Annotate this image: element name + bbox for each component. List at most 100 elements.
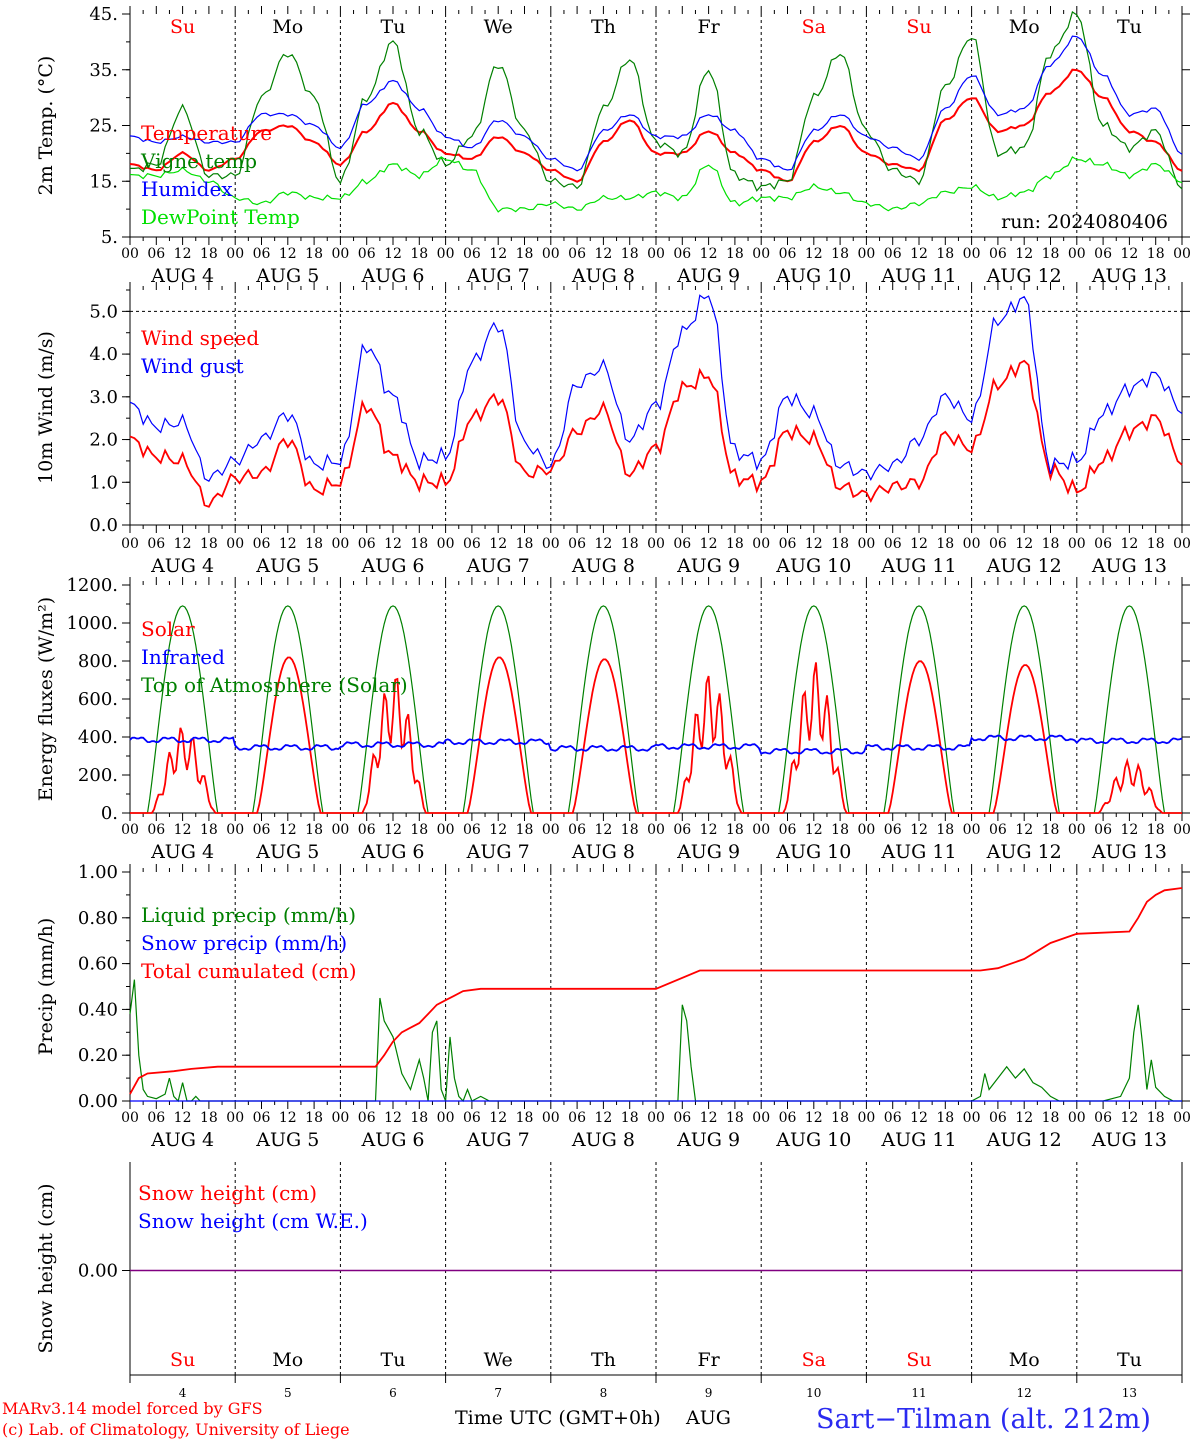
day-name-label: Su	[170, 16, 195, 38]
legend-label: Temperature	[141, 121, 272, 145]
date-label: AUG 7	[466, 1129, 530, 1151]
hour-tick-label: 18	[1042, 1110, 1060, 1126]
series-solar	[130, 656, 1182, 814]
hour-tick-label: 00	[1068, 246, 1086, 262]
hour-tick-label: 18	[831, 246, 849, 262]
x-axis-title: Time UTC (GMT+0h)	[455, 1407, 661, 1429]
date-label: AUG 5	[255, 1129, 319, 1151]
hour-tick-label: 00	[437, 1110, 455, 1126]
hour-tick-label: 06	[673, 246, 691, 262]
hour-tick-label: 18	[410, 822, 428, 838]
legend-label: Snow precip (mm/h)	[141, 931, 347, 955]
hour-tick-label: 18	[831, 822, 849, 838]
hour-tick-label: 06	[1094, 536, 1112, 552]
date-label: AUG 6	[360, 265, 424, 287]
hour-tick-label: 06	[884, 1110, 902, 1126]
date-label: AUG 7	[466, 555, 530, 577]
hour-tick-label: 00	[647, 246, 665, 262]
hour-tick-label: 06	[989, 822, 1007, 838]
hour-tick-label: 00	[226, 1110, 244, 1126]
hour-tick-label: 12	[489, 536, 507, 552]
hour-tick-label: 06	[1094, 1110, 1112, 1126]
hour-tick-label: 06	[779, 1110, 797, 1126]
hour-tick-label: 18	[621, 1110, 639, 1126]
hour-tick-label: 12	[805, 1110, 823, 1126]
hour-tick-label: 12	[700, 246, 718, 262]
hour-tick-label: 00	[857, 536, 875, 552]
date-label: AUG 7	[466, 265, 530, 287]
model-credit: MARv3.14 model forced by GFS	[2, 1399, 263, 1418]
day-number-label: 6	[389, 1386, 397, 1400]
day-name-label: Tu	[1117, 16, 1142, 38]
hour-tick-label: 18	[516, 536, 534, 552]
hour-tick-label: 18	[1042, 246, 1060, 262]
y-tick-label: 0.60	[78, 954, 118, 975]
hour-tick-label: 12	[1120, 822, 1138, 838]
day-name-label: Th	[591, 16, 616, 38]
lab-credit: (c) Lab. of Climatology, University of L…	[2, 1420, 350, 1439]
hour-tick-label: 06	[884, 822, 902, 838]
hour-tick-label: 00	[857, 822, 875, 838]
y-tick-label: 800.	[78, 651, 118, 672]
panel-4: 00 06 12 18 AUG 4 00 06 12 18 AUG 5 00 06 12 18 AUG 6 0…	[35, 862, 1191, 1151]
hour-tick-label: 06	[568, 822, 586, 838]
hour-tick-label: 18	[1042, 822, 1060, 838]
hour-tick-label: 06	[463, 536, 481, 552]
hour-tick-label: 12	[174, 822, 192, 838]
y-axis-label: Precip (mm/h)	[35, 918, 57, 1056]
hour-tick-label: 06	[884, 536, 902, 552]
date-label: AUG 6	[360, 1129, 424, 1151]
date-label: AUG 8	[571, 555, 635, 577]
y-tick-label: 600.	[78, 689, 118, 710]
date-label: AUG 11	[880, 841, 956, 863]
y-tick-label: 15.	[89, 171, 118, 192]
date-label: AUG 10	[775, 1129, 851, 1151]
day-name-label: Mo	[272, 16, 303, 38]
hour-tick-label: 12	[279, 822, 297, 838]
hour-tick-label: 18	[831, 536, 849, 552]
day-name-label: Sa	[802, 1349, 826, 1371]
date-label: AUG 13	[1091, 265, 1167, 287]
day-name-label: We	[484, 16, 513, 38]
hour-tick-label: 12	[700, 536, 718, 552]
plot-area	[129, 294, 1183, 508]
y-tick-label: 5.0	[89, 301, 118, 322]
date-label: AUG 10	[775, 265, 851, 287]
date-label: AUG 11	[880, 265, 956, 287]
series-total-cumulated	[129, 887, 1183, 1095]
hour-tick-label: 00	[226, 246, 244, 262]
hour-tick-label: 06	[989, 1110, 1007, 1126]
plot-area	[129, 605, 1183, 814]
hour-tick-label: 06	[253, 536, 271, 552]
hour-tick-label: 00	[226, 822, 244, 838]
hour-tick-label: 12	[1015, 822, 1033, 838]
series-temperature	[129, 68, 1183, 183]
hour-tick-label: 12	[910, 822, 928, 838]
hour-tick-label: 00	[1068, 822, 1086, 838]
day-name-label: Su	[170, 1349, 195, 1371]
date-label: AUG 4	[150, 841, 214, 863]
hour-tick-label: 00	[963, 1110, 981, 1126]
date-label: AUG 9	[676, 841, 740, 863]
day-number-label: 10	[806, 1386, 821, 1400]
hour-tick-label: 06	[253, 1110, 271, 1126]
hour-tick-label: 00	[542, 246, 560, 262]
hour-tick-label: 06	[673, 822, 691, 838]
hour-tick-label: 18	[305, 1110, 323, 1126]
hour-tick-label: 06	[147, 1110, 165, 1126]
hour-tick-label: 06	[463, 1110, 481, 1126]
hour-tick-label: 18	[200, 1110, 218, 1126]
hour-tick-label: 00	[331, 1110, 349, 1126]
hour-tick-label: 12	[489, 246, 507, 262]
day-number-label: 7	[494, 1386, 502, 1400]
hour-tick-label: 00	[752, 536, 770, 552]
y-tick-label: 200.	[78, 765, 118, 786]
y-tick-label: 400.	[78, 727, 118, 748]
hour-tick-label: 00	[647, 822, 665, 838]
panel-3: 00 06 12 18 AUG 4 00 06 12 18 AUG 5 00 06 12 18 AUG 6 0…	[35, 575, 1191, 863]
hour-tick-label: 18	[1147, 246, 1165, 262]
hour-tick-label: 18	[305, 822, 323, 838]
hour-tick-label: 18	[1147, 536, 1165, 552]
hour-tick-label: 06	[673, 1110, 691, 1126]
